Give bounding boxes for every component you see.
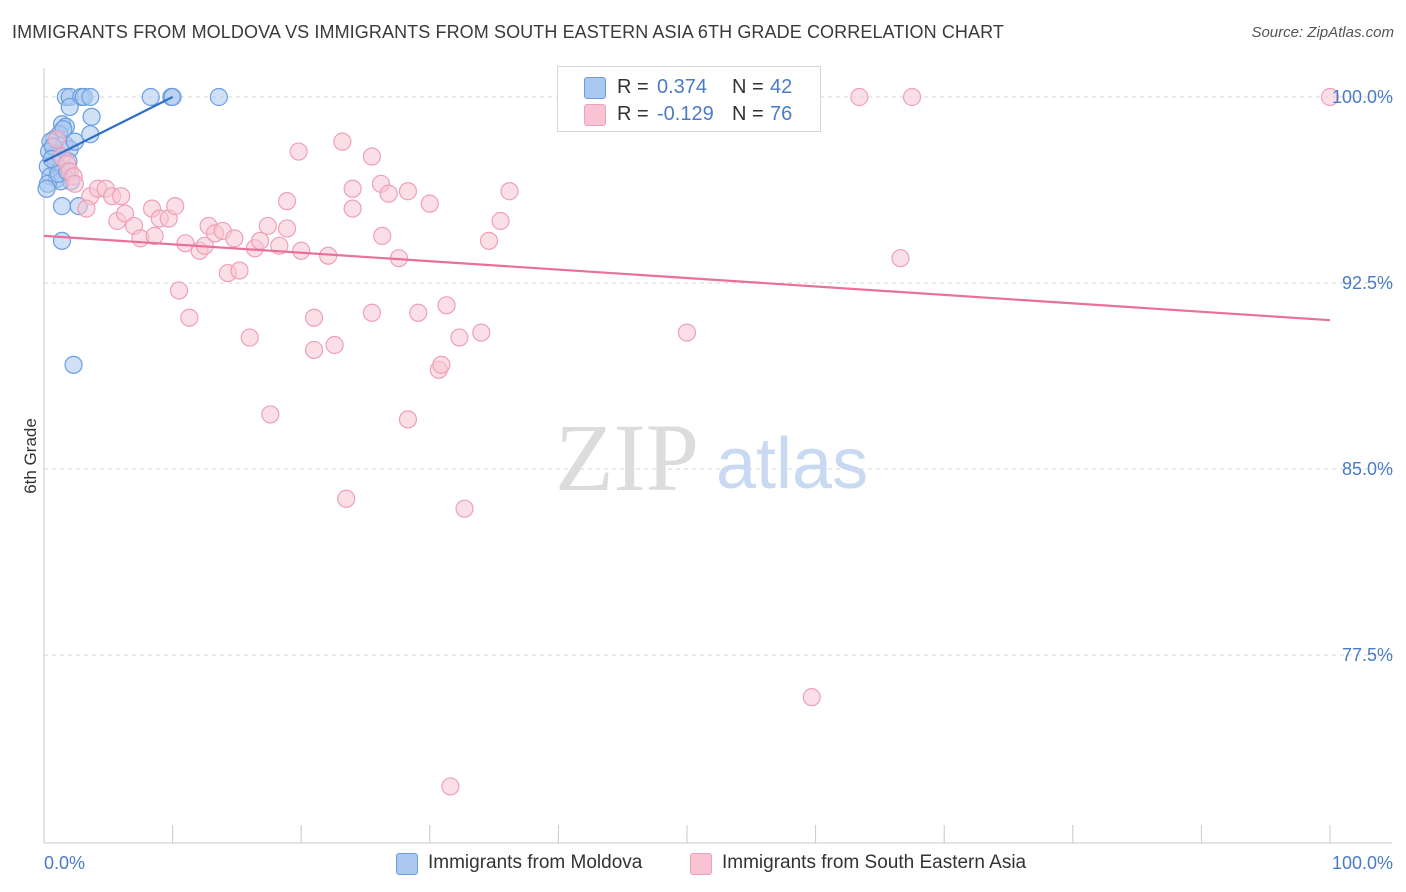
- moldova-point: [82, 107, 101, 126]
- sea-point: [230, 261, 249, 280]
- sea-point: [398, 182, 418, 201]
- sea-point: [304, 308, 324, 327]
- watermark: ZIP atlas: [555, 404, 868, 511]
- watermark-zip: ZIP: [555, 404, 699, 511]
- sea-point: [891, 249, 910, 268]
- legend-n-value: 42: [770, 76, 793, 98]
- sea-point: [277, 192, 297, 211]
- sea-point: [343, 199, 362, 218]
- sea-point: [176, 234, 195, 253]
- sea-point: [491, 211, 510, 231]
- moldova-point: [60, 97, 79, 117]
- sea-point: [292, 241, 311, 260]
- legend-r-value: -0.129: [657, 103, 714, 125]
- sea-point: [902, 87, 922, 107]
- legend-r-label: R =: [617, 103, 649, 125]
- sea-point: [472, 323, 491, 342]
- sea-point: [455, 499, 474, 518]
- sea-point: [850, 87, 869, 107]
- moldova-point: [52, 231, 72, 250]
- sea-point: [180, 308, 199, 327]
- tick-labels: 77.5% 85.0% 92.5% 100.0% 0.0% 100.0%: [44, 87, 1393, 873]
- x-tick-label: 0.0%: [44, 853, 85, 873]
- legend-swatch-moldova: [584, 77, 606, 99]
- sea-point: [258, 216, 277, 236]
- sea-point: [115, 204, 135, 223]
- legend-n-label: N =: [732, 76, 764, 98]
- sea-point: [441, 777, 460, 796]
- sea-point: [225, 229, 244, 248]
- y-axis-label: 6th Grade: [21, 418, 40, 494]
- legend-n-value: 76: [770, 103, 793, 125]
- y-tick-label: 85.0%: [1342, 459, 1393, 479]
- moldova-point: [64, 355, 83, 374]
- moldova-point: [141, 87, 160, 107]
- legend-swatch-sea: [584, 104, 606, 126]
- sea-point: [325, 335, 344, 355]
- sea-point: [398, 410, 418, 429]
- sea-point: [1320, 87, 1340, 107]
- sea-point: [261, 405, 280, 424]
- axes: [43, 68, 1392, 844]
- sea-point: [500, 182, 519, 201]
- sea-trend-line: [43, 234, 1331, 322]
- moldova-point: [209, 87, 228, 107]
- sea-point: [337, 489, 356, 508]
- sea-point: [362, 303, 382, 322]
- watermark-atlas: atlas: [716, 424, 868, 504]
- y-tick-label: 100.0%: [1332, 87, 1393, 107]
- sea-point: [432, 355, 451, 374]
- sea-point: [277, 219, 297, 238]
- bottom-legend-swatch-sea: [690, 853, 712, 875]
- sea-point: [77, 199, 96, 218]
- sea-point: [479, 231, 499, 250]
- source-credit: Source: ZipAtlas.com: [1251, 24, 1394, 41]
- moldova-point: [81, 87, 100, 107]
- sea-point: [166, 197, 185, 216]
- legend-r-value: 0.374: [657, 76, 708, 98]
- sea-point: [47, 130, 66, 149]
- sea-point: [420, 194, 439, 213]
- sea-point: [145, 226, 164, 245]
- sea-point: [343, 179, 362, 198]
- grid-lines: [44, 96, 1392, 656]
- sea-point: [304, 340, 324, 360]
- legend-n-label: N =: [732, 103, 764, 125]
- sea-point: [362, 147, 382, 166]
- sea-point: [333, 132, 352, 151]
- bottom-legend-label-sea: Immigrants from South Eastern Asia: [722, 852, 1027, 873]
- moldova-point: [52, 197, 72, 216]
- sea-point: [112, 187, 131, 206]
- sea-point: [409, 303, 428, 322]
- sea-point: [240, 328, 259, 347]
- trend-lines: [43, 96, 1331, 322]
- sea-point: [289, 142, 308, 161]
- y-tick-label: 92.5%: [1342, 273, 1393, 293]
- sea-point: [379, 184, 398, 203]
- sea-point: [450, 328, 469, 347]
- x-tick-label: 100.0%: [1332, 853, 1393, 873]
- bottom-legend-label-moldova: Immigrants from Moldova: [428, 852, 643, 873]
- moldova-point: [37, 179, 56, 198]
- legend-r-label: R =: [617, 76, 649, 98]
- stats-legend: R = 0.374 N = 42 R = -0.129 N = 76: [557, 66, 821, 132]
- sea-point: [169, 281, 189, 300]
- moldova-trend-line: [43, 96, 174, 163]
- y-tick-label: 77.5%: [1342, 645, 1393, 665]
- sea-point: [373, 226, 392, 245]
- sea-point: [677, 323, 697, 342]
- sea-point: [250, 231, 270, 250]
- sea-point: [802, 688, 821, 707]
- sea-point: [65, 174, 84, 193]
- sea-point: [437, 296, 456, 315]
- chart-title: IMMIGRANTS FROM MOLDOVA VS IMMIGRANTS FR…: [12, 22, 1004, 42]
- bottom-legend-swatch-moldova: [396, 853, 418, 875]
